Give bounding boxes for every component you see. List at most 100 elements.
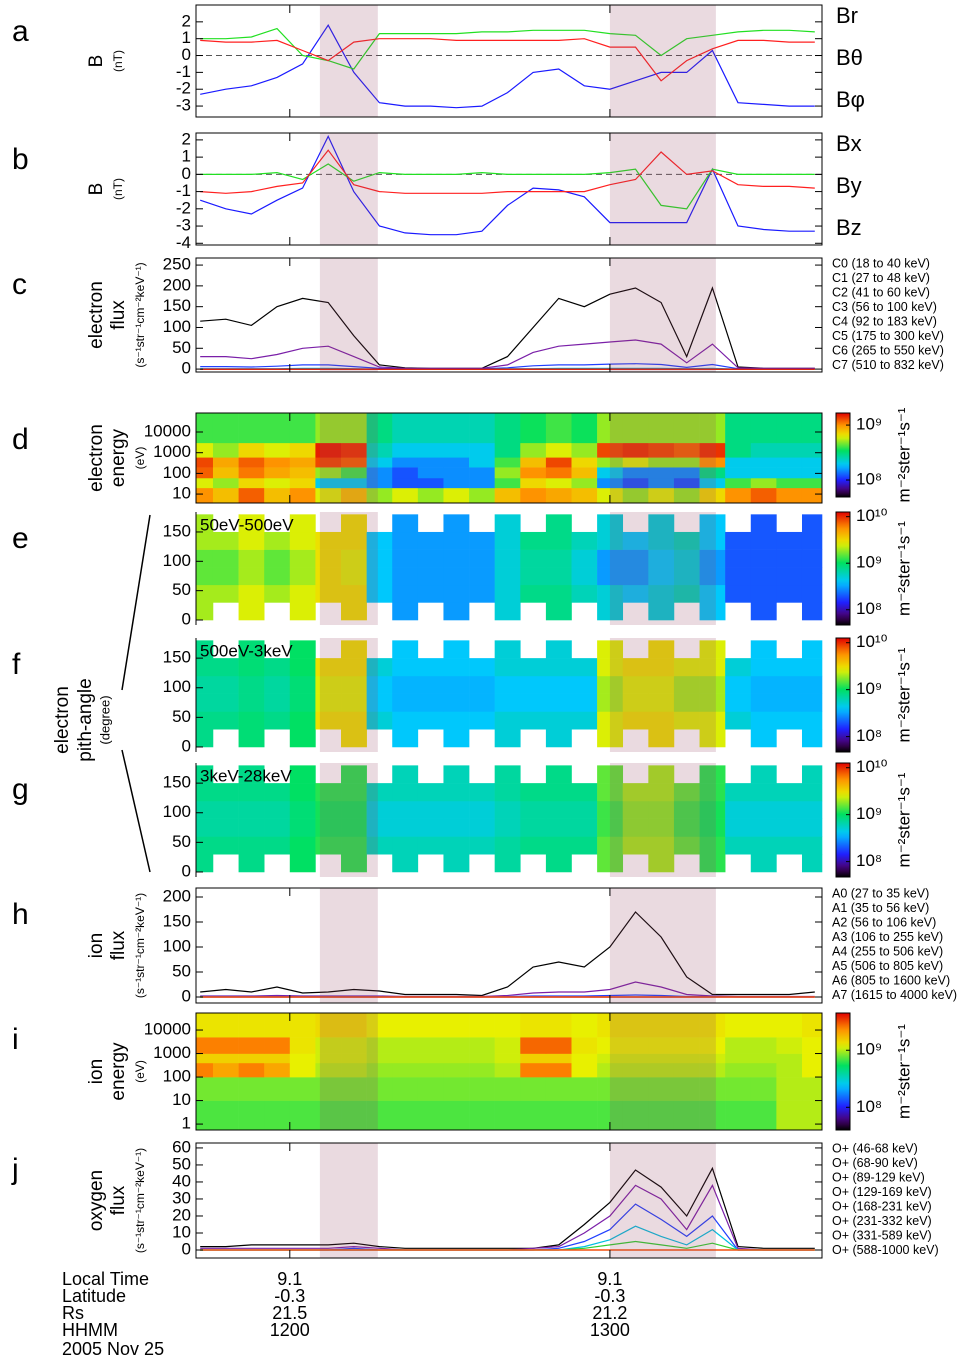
- heatmap-cell: [597, 658, 624, 677]
- legend-entry: C0 (18 to 40 keV): [832, 256, 930, 270]
- heatmap-cell: [238, 413, 265, 444]
- heatmap-cell: [648, 800, 675, 819]
- heatmap-cell: [212, 567, 239, 586]
- heatmap-cell: [212, 1037, 239, 1054]
- heatmap-cell: [392, 413, 419, 444]
- heatmap-cell: [545, 549, 572, 568]
- heatmap-cell: [417, 1053, 444, 1064]
- heatmap-cell: [622, 442, 649, 458]
- heatmap-cell: [699, 729, 726, 748]
- heatmap-cell: [196, 467, 214, 479]
- colorbar-tick-label: 10⁹: [856, 1040, 882, 1059]
- legend-entry: O+ (331-589 keV): [832, 1228, 932, 1242]
- heatmap-cell: [366, 658, 393, 677]
- heatmap-cell: [648, 567, 675, 586]
- heatmap-cell: [673, 1100, 700, 1131]
- heatmap-cell: [673, 549, 700, 568]
- heatmap-cell: [212, 711, 239, 730]
- heatmap-cell: [597, 531, 624, 550]
- y-axis-unit: (s⁻¹str⁻¹cm⁻²keV⁻¹): [133, 262, 147, 367]
- heatmap-cell: [494, 818, 521, 837]
- legend-entry: Bθ: [836, 45, 863, 70]
- heatmap-cell: [673, 442, 700, 458]
- heatmap-cell: [622, 836, 649, 855]
- heatmap-cell: [801, 1037, 823, 1054]
- heatmap-cell: [366, 711, 393, 730]
- heatmap-cell: [801, 1013, 823, 1038]
- y-tick-label: 50: [172, 580, 191, 599]
- heatmap-cell: [196, 1077, 214, 1101]
- heatmap-cell: [392, 477, 419, 489]
- y-tick-label: 150: [163, 648, 191, 667]
- heatmap-cell: [673, 457, 700, 468]
- legend-entry: C2 (41 to 60 keV): [832, 285, 930, 299]
- heatmap-cell: [443, 783, 470, 802]
- heatmap-cell: [443, 675, 470, 694]
- legend-entry: O+ (588-1000 keV): [832, 1243, 939, 1257]
- heatmap-cell: [520, 675, 547, 694]
- heatmap-cell: [341, 854, 367, 873]
- heatmap-cell: [264, 658, 291, 677]
- heatmap-cell: [597, 602, 624, 621]
- heatmap-cell: [571, 783, 598, 802]
- y-tick-label: 2: [182, 129, 191, 148]
- y-tick-label: 50: [172, 1154, 191, 1173]
- bracket-line: [121, 749, 151, 873]
- heatmap-cell: [443, 836, 470, 855]
- heatmap-cell: [494, 640, 521, 659]
- heatmap-cell: [289, 584, 316, 603]
- heatmap-cell: [571, 531, 598, 550]
- heatmap-cell: [494, 1013, 521, 1038]
- colorbar-tick-label: 10⁸: [856, 851, 882, 870]
- heatmap-cell: [520, 711, 547, 730]
- heatmap-cell: [494, 765, 521, 784]
- heatmap-cell: [571, 549, 598, 568]
- heatmap-cell: [494, 442, 521, 458]
- heatmap-cell: [196, 457, 214, 468]
- heatmap-cell: [750, 800, 777, 819]
- heatmap-cell: [238, 800, 265, 819]
- legend-entry: C7 (510 to 832 keV): [832, 358, 944, 372]
- heatmap-cell: [776, 1100, 803, 1131]
- heatmap-cell: [494, 531, 521, 550]
- heatmap-cell: [238, 854, 265, 873]
- heatmap-cell: [469, 1013, 495, 1038]
- heatmap-cell: [469, 658, 495, 677]
- y-tick-label: 150: [163, 773, 191, 792]
- heatmap-cell: [238, 531, 265, 550]
- heatmap-cell: [392, 854, 419, 873]
- heatmap-cell: [699, 854, 726, 873]
- shaded-interval: [609, 133, 716, 245]
- heatmap-cell: [648, 1013, 675, 1038]
- heatmap-cell: [571, 413, 598, 444]
- heatmap-cell: [545, 800, 572, 819]
- heatmap-cell: [392, 1062, 419, 1078]
- shaded-interval: [319, 512, 378, 625]
- legend-entry: Bz: [836, 215, 862, 240]
- heatmap-cell: [801, 549, 823, 568]
- heatmap-cell: [673, 836, 700, 855]
- heatmap-cell: [750, 584, 777, 603]
- heatmap-cell: [597, 854, 624, 873]
- heatmap-cell: [289, 1037, 316, 1054]
- heatmap-cell: [520, 477, 547, 489]
- heatmap-cell: [417, 1100, 444, 1131]
- heatmap-cell: [392, 1100, 419, 1131]
- heatmap-cell: [520, 658, 547, 677]
- heatmap-cell: [366, 457, 393, 468]
- heatmap-cell: [289, 514, 316, 533]
- heatmap-cell: [699, 783, 726, 802]
- colorbar: [835, 762, 851, 878]
- heatmap-cell: [520, 442, 547, 458]
- heatmap-cell: [315, 442, 342, 458]
- heatmap-cell: [801, 675, 823, 694]
- heatmap-cell: [776, 1037, 803, 1054]
- heatmap-cell: [264, 549, 291, 568]
- heatmap-cell: [315, 584, 342, 603]
- heatmap-cell: [520, 413, 547, 444]
- heatmap-cell: [392, 818, 419, 837]
- y-tick-label: 0: [182, 1239, 191, 1258]
- heatmap-cell: [494, 584, 521, 603]
- heatmap-cell: [750, 487, 777, 504]
- y-axis-label: flux: [108, 300, 129, 330]
